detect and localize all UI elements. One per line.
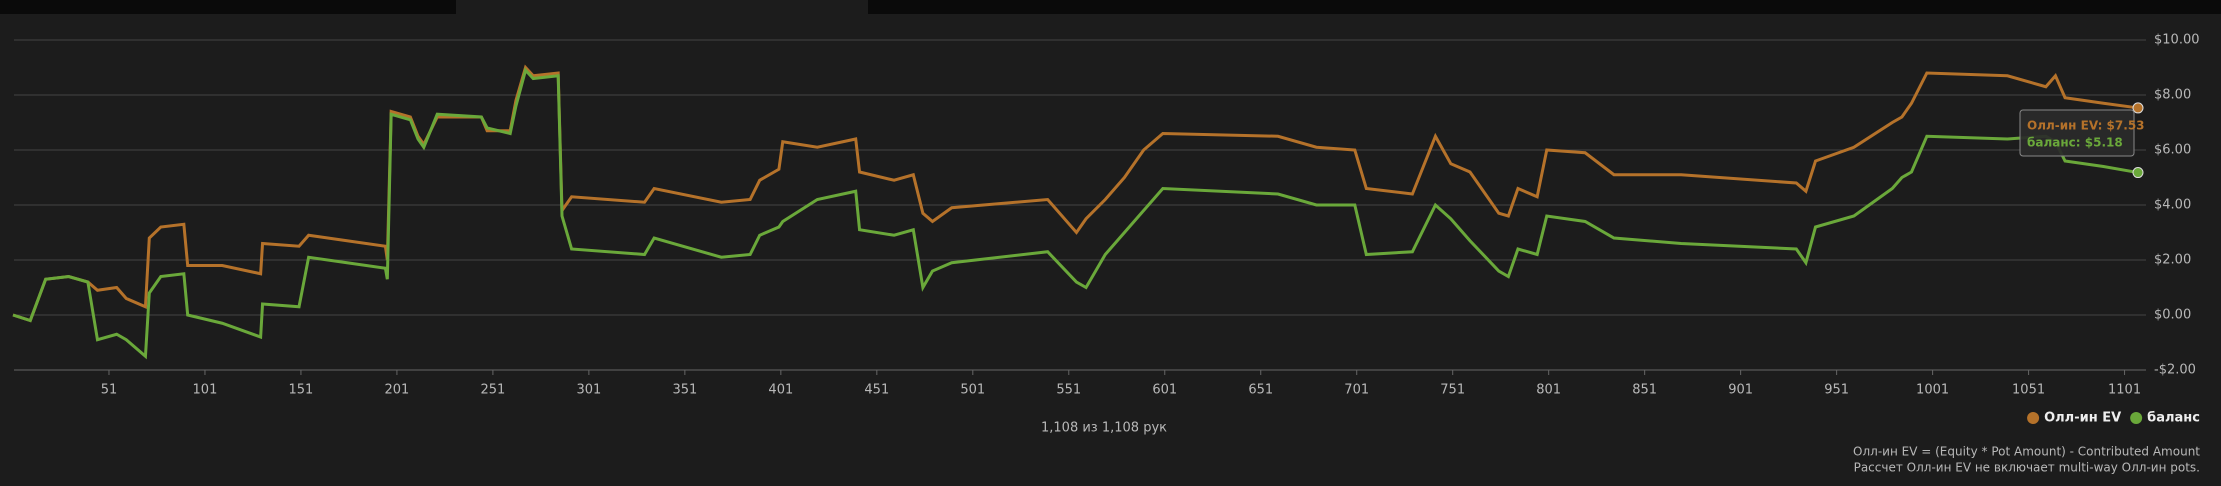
x-tick-label: 601 [1152, 383, 1177, 398]
x-tick-label: 901 [1728, 383, 1753, 398]
x-tick-label: 401 [768, 383, 793, 398]
x-tick-label: 1001 [1916, 383, 1949, 398]
note: Рассчет Олл-ин EV не включает multi-way … [1854, 461, 2200, 475]
legend-label: баланс [2147, 411, 2200, 426]
x-tick-label: 1051 [2012, 383, 2045, 398]
x-tick-label: 301 [576, 383, 601, 398]
x-tick-label: 501 [960, 383, 985, 398]
tooltip-line: баланс: $5.18 [2027, 136, 2123, 150]
x-tick-label: 101 [193, 383, 218, 398]
subtitle: 1,108 из 1,108 рук [1041, 421, 1167, 436]
legend-label: Олл-ин EV [2044, 411, 2121, 426]
series-line [12, 64, 2139, 323]
top-bar [0, 0, 456, 14]
x-tick-label: 551 [1056, 383, 1081, 398]
y-tick-label: $0.00 [2154, 308, 2191, 323]
x-tick-label: 851 [1632, 383, 1657, 398]
y-tick-label: $8.00 [2154, 88, 2191, 103]
x-tick-label: 351 [672, 383, 697, 398]
legend-marker [2130, 412, 2143, 424]
series-line [12, 67, 2139, 360]
x-tick-label: 451 [864, 383, 889, 398]
x-tick-label: 751 [1440, 383, 1465, 398]
top-bar [868, 0, 2221, 14]
x-tick-label: 701 [1344, 383, 1369, 398]
tooltip-box [2019, 109, 2135, 157]
x-tick-label: 801 [1536, 383, 1561, 398]
x-tick-label: 951 [1824, 383, 1849, 398]
y-tick-label: $4.00 [2154, 198, 2191, 213]
end-marker [2132, 102, 2144, 114]
y-tick-label: $10.00 [2154, 33, 2200, 48]
x-tick-label: 151 [289, 383, 314, 398]
y-tick-label: $2.00 [2154, 253, 2191, 268]
x-tick-label: 51 [101, 383, 118, 398]
legend-marker [2027, 412, 2040, 424]
x-tick-label: 651 [1248, 383, 1273, 398]
x-tick-label: 251 [480, 383, 505, 398]
y-tick-label: -$2.00 [2154, 363, 2196, 378]
end-marker [2132, 167, 2144, 179]
note: Олл-ин EV = (Equity * Pot Amount) - Cont… [1853, 445, 2200, 459]
y-tick-label: $6.00 [2154, 143, 2191, 158]
tooltip-line: Олл-ин EV: $7.53 [2027, 119, 2145, 133]
x-tick-label: 201 [385, 383, 410, 398]
x-tick-label: 1101 [2108, 383, 2141, 398]
